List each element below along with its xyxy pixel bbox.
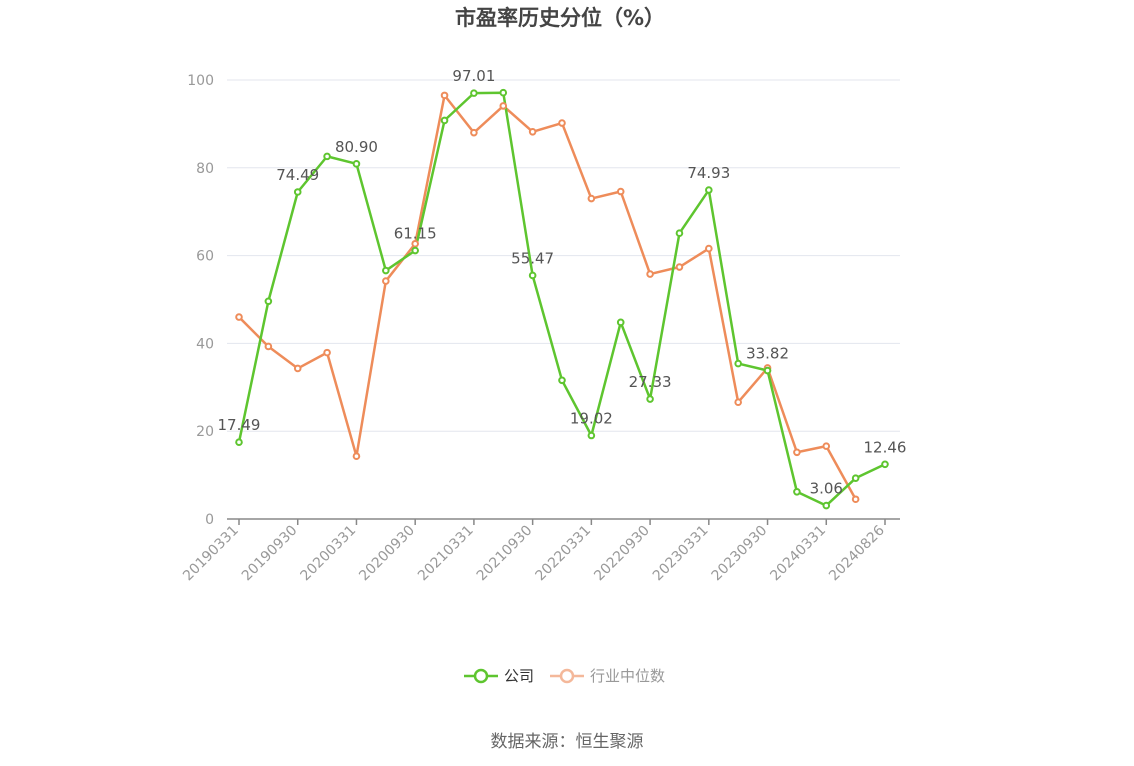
data-point[interactable] bbox=[264, 342, 273, 351]
data-label: 80.90 bbox=[335, 138, 378, 156]
data-point[interactable] bbox=[851, 474, 860, 482]
data-point[interactable] bbox=[587, 431, 596, 440]
x-tick-label: 20210331 bbox=[415, 523, 477, 585]
legend-label: 公司 bbox=[504, 667, 534, 685]
data-point[interactable] bbox=[793, 487, 801, 496]
data-point[interactable] bbox=[616, 318, 625, 327]
data-point[interactable] bbox=[734, 359, 742, 368]
data-label: 74.93 bbox=[687, 164, 730, 182]
data-label: 61.15 bbox=[394, 225, 437, 243]
data-point[interactable] bbox=[440, 91, 449, 100]
data-label: 3.06 bbox=[810, 480, 843, 498]
data-label: 74.49 bbox=[276, 166, 319, 184]
data-label: 55.47 bbox=[511, 249, 554, 267]
data-point[interactable] bbox=[352, 160, 361, 168]
data-point[interactable] bbox=[675, 229, 684, 238]
data-point[interactable] bbox=[411, 239, 419, 248]
data-point[interactable] bbox=[881, 460, 889, 469]
data-point[interactable] bbox=[528, 271, 537, 280]
data-point[interactable] bbox=[323, 152, 331, 161]
x-tick-label: 20240826 bbox=[826, 522, 888, 584]
data-point[interactable] bbox=[470, 89, 478, 97]
legend-marker bbox=[559, 668, 575, 684]
data-point[interactable] bbox=[411, 246, 419, 255]
series-points bbox=[235, 88, 889, 510]
x-tick-label: 20230331 bbox=[650, 523, 712, 585]
data-point[interactable] bbox=[587, 194, 596, 203]
data-point[interactable] bbox=[470, 128, 478, 137]
data-point[interactable] bbox=[499, 102, 508, 110]
y-tick-label: 80 bbox=[196, 161, 214, 177]
data-source: 数据来源：恒生聚源 bbox=[491, 732, 644, 752]
data-label: 17.49 bbox=[218, 416, 261, 434]
data-point[interactable] bbox=[264, 297, 273, 306]
data-point[interactable] bbox=[235, 438, 243, 447]
data-point[interactable] bbox=[763, 366, 772, 375]
data-point[interactable] bbox=[382, 266, 390, 275]
data-label: 27.33 bbox=[629, 373, 672, 391]
data-point[interactable] bbox=[822, 442, 831, 450]
data-point[interactable] bbox=[293, 188, 302, 196]
x-tick-label: 20230930 bbox=[709, 523, 771, 585]
x-tick-label: 20190331 bbox=[180, 523, 242, 585]
data-point[interactable] bbox=[793, 448, 801, 457]
data-point[interactable] bbox=[382, 277, 390, 285]
x-tick-label: 20200930 bbox=[356, 523, 418, 585]
x-tick-label: 20240331 bbox=[767, 523, 829, 585]
data-point[interactable] bbox=[558, 119, 566, 127]
legend-marker bbox=[473, 668, 489, 684]
data-point[interactable] bbox=[616, 187, 625, 196]
y-axis: 0 20 40 60 80 100 bbox=[187, 73, 214, 528]
data-point[interactable] bbox=[822, 501, 831, 510]
legend-label: 行业中位数 bbox=[590, 667, 665, 685]
data-label: 33.82 bbox=[746, 345, 789, 363]
data-label: 12.46 bbox=[864, 438, 907, 456]
data-labels: 17.49 74.49 80.90 61.15 97.01 55.47 19.02 27.33… bbox=[218, 67, 907, 497]
data-point[interactable] bbox=[851, 495, 860, 504]
grid-lines bbox=[227, 79, 900, 432]
y-tick-label: 40 bbox=[196, 336, 214, 352]
data-point[interactable] bbox=[646, 270, 654, 278]
data-point[interactable] bbox=[705, 186, 713, 194]
series-line-行业中位数 bbox=[238, 94, 857, 500]
y-tick-label: 60 bbox=[196, 249, 214, 265]
data-label: 97.01 bbox=[452, 67, 495, 85]
legend-item-公司[interactable]: 公司 bbox=[464, 667, 534, 685]
data-point[interactable] bbox=[705, 244, 713, 253]
data-point[interactable] bbox=[646, 395, 654, 403]
x-tick-label: 20220331 bbox=[532, 523, 594, 585]
x-tick-label: 20200331 bbox=[298, 523, 360, 585]
legend[interactable]: 公司 行业中位数 bbox=[464, 667, 665, 685]
data-label: 19.02 bbox=[570, 410, 613, 428]
legend-item-行业中位数[interactable]: 行业中位数 bbox=[550, 667, 665, 685]
data-point[interactable] bbox=[352, 452, 361, 461]
data-point[interactable] bbox=[734, 398, 742, 407]
data-point[interactable] bbox=[235, 313, 243, 321]
y-tick-label: 0 bbox=[205, 512, 214, 528]
data-point[interactable] bbox=[293, 364, 302, 373]
x-tick-label: 20220930 bbox=[591, 523, 653, 585]
data-point[interactable] bbox=[558, 376, 566, 385]
chart-title: 市盈率历史分位（%） bbox=[455, 6, 665, 30]
data-point[interactable] bbox=[323, 348, 331, 357]
x-tick-label: 20210930 bbox=[474, 523, 536, 585]
x-tick-label: 20190930 bbox=[239, 523, 301, 585]
y-tick-label: 100 bbox=[187, 73, 214, 89]
data-point[interactable] bbox=[440, 116, 449, 125]
data-point[interactable] bbox=[499, 88, 508, 97]
y-tick-label: 20 bbox=[196, 424, 214, 440]
x-axis: 2019033120190930202003312020093020210331… bbox=[180, 518, 900, 585]
data-point[interactable] bbox=[675, 263, 684, 271]
data-point[interactable] bbox=[528, 128, 537, 136]
